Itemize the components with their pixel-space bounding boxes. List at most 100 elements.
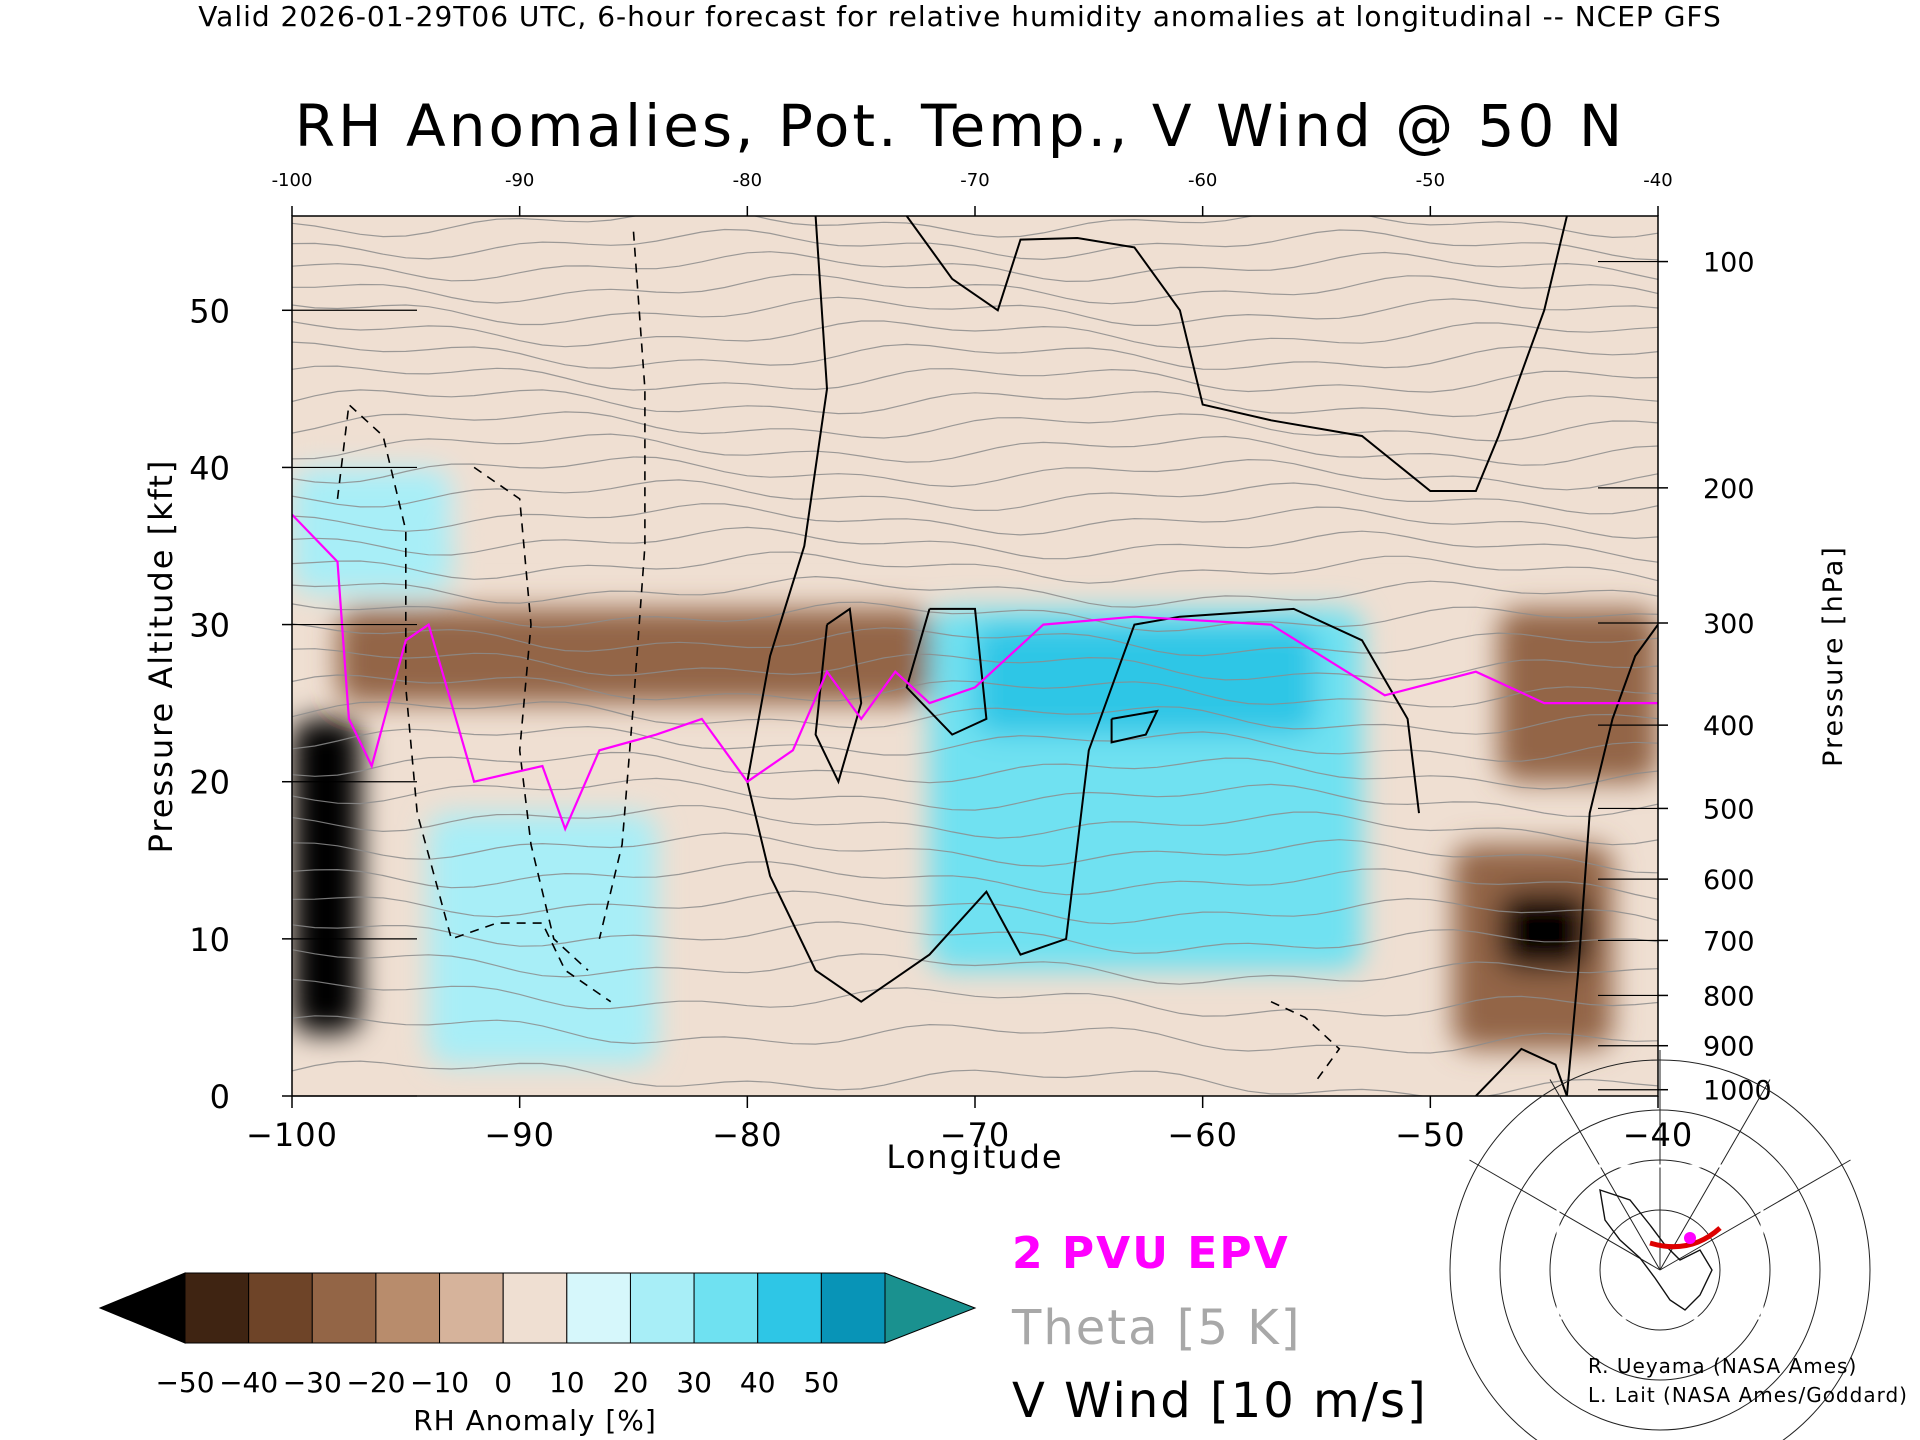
theta-line-380 xyxy=(292,365,1658,393)
x-tick-label: −70 xyxy=(940,1116,1011,1154)
rh-region-east-dry-band xyxy=(1498,608,1658,782)
locator-map-coastline xyxy=(1599,1188,1713,1311)
epv-2pvu-path xyxy=(292,513,1658,832)
colorbar-tick-label: 40 xyxy=(740,1366,776,1399)
colorbar-tick-label: −20 xyxy=(346,1366,405,1399)
x-top-tick-label: -100 xyxy=(272,170,313,191)
theta-line-260 xyxy=(292,978,1658,1017)
colorbar-segment xyxy=(820,1272,886,1344)
colorbar-segment xyxy=(248,1272,313,1344)
x-tick-label: −90 xyxy=(484,1116,555,1154)
colorbar-tick-label: 20 xyxy=(613,1366,649,1399)
pressure-tick-label: 500 xyxy=(1703,794,1755,825)
x-top-tick-label: -50 xyxy=(1416,170,1445,191)
colorbar-segment xyxy=(629,1272,695,1344)
colorbar-segment xyxy=(757,1272,822,1344)
theta-line-350 xyxy=(292,503,1658,540)
vwind-contour-2 xyxy=(814,607,863,785)
y-tick-label: 50 xyxy=(189,292,230,330)
colorbar-tick-label: 50 xyxy=(804,1366,840,1399)
pressure-tick-label: 1000 xyxy=(1703,1076,1772,1107)
colorbar-tick-label: −30 xyxy=(283,1366,342,1399)
theta-line-315 xyxy=(292,674,1658,708)
colorbar: −50 −40 −30 −20 −10 0 10 20 30 40 50 xyxy=(98,1272,977,1399)
theta-line-405 xyxy=(292,251,1658,283)
colorbar-tick-label: 30 xyxy=(676,1366,712,1399)
valid-time-header: Valid 2026-01-29T06 UTC, 6-hour forecast… xyxy=(198,0,1722,33)
rh-heatmap xyxy=(292,216,1658,1096)
colorbar-segment xyxy=(311,1272,377,1344)
rh-region-midtrop-moist-west xyxy=(428,813,657,1065)
theta-line-295 xyxy=(292,777,1658,818)
theta-line-325 xyxy=(292,623,1658,657)
colorbar-segment xyxy=(375,1272,441,1344)
credit-line-1: R. Ueyama (NASA Ames) xyxy=(1588,1354,1858,1378)
locator-map-meridian xyxy=(1469,1159,1661,1271)
locator-map-meridian xyxy=(1549,1079,1661,1271)
rh-region-upper-stratosphere-neutral xyxy=(292,216,1658,531)
theta-line-365 xyxy=(292,433,1658,466)
axes: −100 -100 −90 -90 −80 -80 −70 -70 −60 -60 −50 -50 −4… xyxy=(189,170,1771,1154)
y-tick-label: 20 xyxy=(189,764,230,802)
theta-line-410 xyxy=(292,228,1658,261)
legend-theta: Theta [5 K] xyxy=(1012,1300,1302,1356)
colorbar-over-arrow xyxy=(884,1272,977,1344)
colorbar-under-arrow xyxy=(98,1272,186,1344)
pressure-tick-label: 900 xyxy=(1703,1032,1755,1063)
theta-line-355 xyxy=(292,479,1658,515)
rh-region-west-extreme-dry xyxy=(292,718,361,1034)
colorbar-tick-label: −50 xyxy=(155,1366,214,1399)
x-tick-label: −40 xyxy=(1623,1116,1694,1154)
locator-map-icon xyxy=(1449,1050,1871,1440)
x-tick-label: −60 xyxy=(1167,1116,1238,1154)
x-tick-label: −80 xyxy=(712,1116,783,1154)
rh-region-central-moist-core xyxy=(975,624,1317,735)
colorbar-tick-label: 10 xyxy=(549,1366,585,1399)
theta-line-375 xyxy=(292,389,1658,418)
vwind-contour-6 xyxy=(1475,1047,1568,1096)
x-axis-label: Longitude xyxy=(886,1138,1063,1176)
y-tick-label: 40 xyxy=(189,449,230,487)
x-top-tick-label: -80 xyxy=(733,170,762,191)
vwind-contour-0 xyxy=(746,216,1420,1003)
vwind-contour-3 xyxy=(905,607,988,736)
x-tick-label: −100 xyxy=(246,1116,338,1154)
locator-map-edge xyxy=(1556,1164,1764,1320)
pressure-tick-label: 300 xyxy=(1703,609,1755,640)
colorbar-segment xyxy=(184,1272,250,1344)
theta-line-305 xyxy=(292,725,1658,762)
locator-map-section-line xyxy=(1649,1226,1722,1250)
y-axis-label: Pressure Altitude [kft] xyxy=(142,459,180,854)
colorbar-label: RH Anomaly [%] xyxy=(413,1404,657,1437)
theta-line-310 xyxy=(292,701,1658,735)
theta-contours xyxy=(292,216,1658,1096)
pressure-tick-label: 700 xyxy=(1703,926,1755,957)
theta-line-400 xyxy=(292,273,1658,305)
legend-vwind: V Wind [10 m/s] xyxy=(1012,1373,1428,1429)
locator-map-marker xyxy=(1684,1232,1696,1244)
legend-epv: 2 PVU EPV xyxy=(1012,1228,1290,1279)
vwind-contour-5 xyxy=(1565,624,1658,1096)
chart-title: RH Anomalies, Pot. Temp., V Wind @ 50 N xyxy=(294,92,1626,160)
pressure-tick-label: 200 xyxy=(1703,474,1755,505)
locator-map-meridian xyxy=(1659,1159,1851,1271)
theta-line-335 xyxy=(292,575,1658,608)
theta-line-385 xyxy=(292,341,1658,370)
theta-line-370 xyxy=(292,411,1658,442)
theta-line-280 xyxy=(292,861,1658,900)
theta-line-300 xyxy=(292,751,1658,790)
theta-line-395 xyxy=(292,296,1658,326)
pressure-tick-label: 100 xyxy=(1703,248,1755,279)
colorbar-tick-label: 0 xyxy=(494,1366,512,1399)
y-tick-label: 10 xyxy=(189,921,230,959)
locator-map-meridian xyxy=(1659,1079,1771,1271)
x-top-tick-label: -90 xyxy=(505,170,534,191)
theta-line-345 xyxy=(292,526,1658,563)
theta-line-270 xyxy=(292,921,1658,954)
vwind-contour-4 xyxy=(1110,709,1159,744)
theta-line-285 xyxy=(292,832,1658,874)
theta-line-320 xyxy=(292,648,1658,681)
x-top-tick-label: -40 xyxy=(1643,170,1672,191)
vwind-dashed-contour-1 xyxy=(473,466,589,971)
